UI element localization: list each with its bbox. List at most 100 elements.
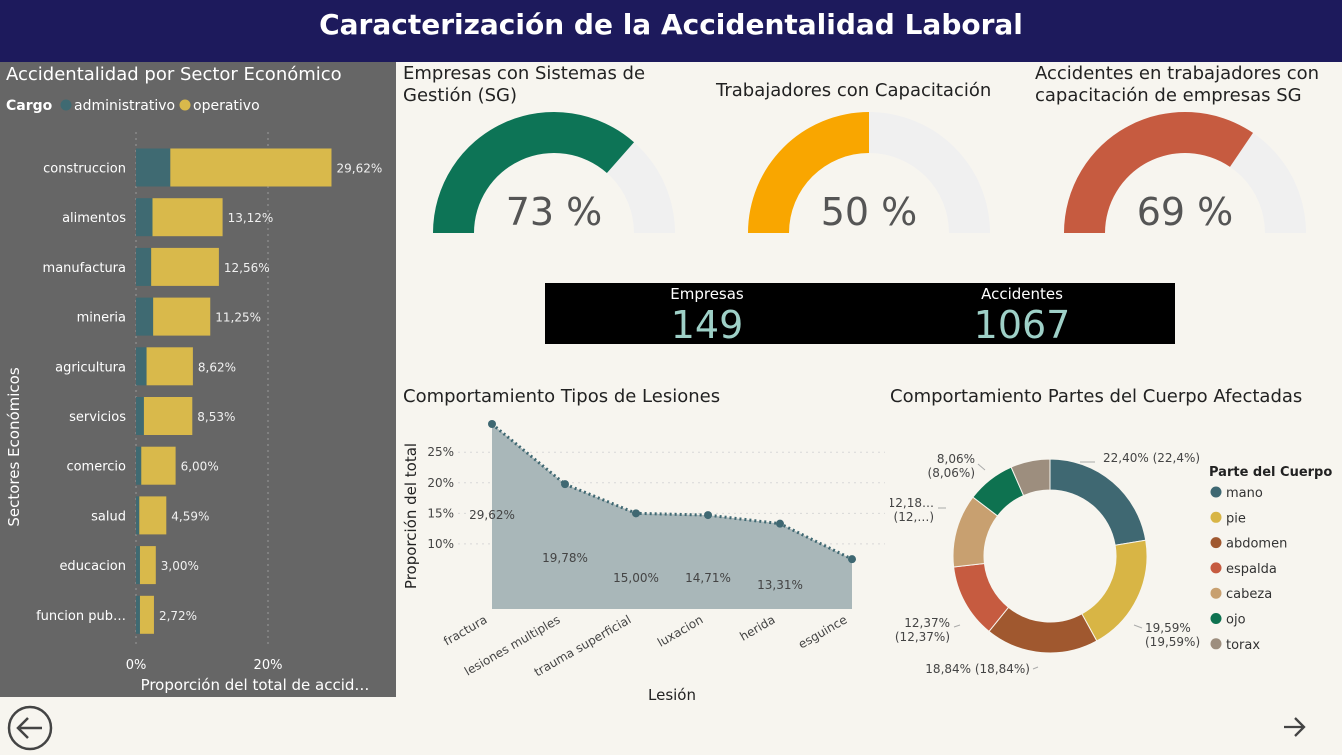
lesiones-point[interactable] (632, 509, 640, 518)
sector-bar-operativo[interactable] (153, 297, 211, 336)
sector-bar-operativo[interactable] (139, 496, 167, 535)
sector-category-label: servicios (69, 410, 126, 425)
sector-bar-administrativo[interactable] (136, 198, 153, 237)
sector-bar-operativo[interactable] (170, 148, 332, 187)
donut-leader-line (1032, 666, 1039, 670)
sector-bar-administrativo[interactable] (136, 148, 171, 187)
cuerpo-legend-title: Parte del Cuerpo (1209, 465, 1332, 480)
donut-leader-line (1133, 624, 1143, 629)
lesiones-y-axis-label: Proporción del total (402, 443, 420, 589)
sector-bar-value-label: 3,00% (161, 559, 199, 573)
sector-bar-administrativo[interactable] (136, 496, 140, 535)
lesiones-data-label: 29,62% (469, 508, 515, 522)
sector-bars[interactable]: construccion 29,62% alimentos 13,12% manufac… (36, 148, 382, 634)
sector-legend-title: Cargo (6, 98, 53, 114)
back-arrow-icon[interactable] (6, 704, 54, 752)
sector-bar-value-label: 29,62% (336, 162, 382, 176)
sector-bar-administrativo[interactable] (136, 595, 140, 634)
cuerpo-donut-chart: Parte del Cuerpo 22,40% (22,4%) 19,59%(19… (890, 451, 1332, 676)
header-bar: Caracterización de la Accidentalidad Lab… (0, 0, 1342, 62)
sector-bar-operativo[interactable] (152, 198, 223, 237)
donut-data-label: 18,84% (18,84%) (925, 662, 1030, 676)
donut-data-label: 12,18… (890, 496, 934, 510)
gauge-title-capacitacion: Trabajadores con Capacitación (716, 80, 992, 101)
gauge-fill (433, 112, 635, 233)
lesiones-point[interactable] (488, 420, 496, 428)
sector-bar-operativo[interactable] (141, 446, 176, 485)
lesiones-area-chart: Proporción del total Lesión 25% 20% 15% 10%… (402, 420, 885, 704)
gauge-fill (748, 112, 869, 233)
donut-legend-swatch[interactable] (1210, 562, 1222, 574)
sector-bar-administrativo[interactable] (136, 446, 142, 485)
sector-category-label: construccion (43, 162, 126, 177)
sector-bar-operativo[interactable] (151, 247, 219, 286)
sector-bar-administrativo[interactable] (136, 297, 154, 336)
donut-legend-swatch[interactable] (1210, 638, 1222, 650)
lesiones-point[interactable] (776, 519, 784, 528)
sector-bar-operativo[interactable] (139, 595, 154, 634)
gauge-value-label: 69 % (1137, 190, 1234, 234)
lesiones-area (492, 424, 852, 609)
donut-legend-label: espalda (1226, 562, 1277, 577)
sector-legend[interactable]: Cargo administrativo operativo (6, 98, 260, 114)
donut-slice-abdomen[interactable] (988, 606, 1098, 654)
sector-bar-administrativo[interactable] (136, 397, 144, 435)
sector-category-label: salud (91, 509, 126, 524)
donut-legend-swatch[interactable] (1210, 486, 1222, 498)
sector-category-label: alimentos (62, 211, 126, 226)
sector-legend-label-1: operativo (193, 98, 260, 114)
lesiones-y-tick-label: 25% (427, 445, 454, 459)
sector-bar-value-label: 4,59% (171, 509, 209, 523)
lesiones-y-tick-label: 10% (427, 537, 454, 551)
kpi-accidentes-value: 1067 (973, 303, 1071, 347)
sector-bar-administrativo[interactable] (136, 546, 140, 585)
sector-category-label: agricultura (55, 360, 126, 375)
donut-data-label: 8,06% (937, 452, 975, 466)
forward-arrow-icon[interactable] (1281, 713, 1309, 741)
sector-category-label: mineria (77, 311, 126, 326)
donut-slice-mano[interactable] (1049, 458, 1147, 546)
sector-bar-value-label: 8,53% (197, 410, 235, 424)
kpi-empresas-value: 149 (670, 303, 744, 347)
donut-data-label: (12,37%) (895, 630, 950, 644)
gauge-title-accidentes-sg: Accidentes en trabajadores con capacitac… (1035, 63, 1320, 106)
lesiones-category-label: luxacion (655, 612, 706, 649)
sector-legend-swatch-1[interactable] (179, 99, 191, 111)
donut-legend-label: ojo (1226, 613, 1246, 628)
sector-legend-label-0: administrativo (74, 98, 175, 114)
donut-legend-swatch[interactable] (1210, 511, 1222, 523)
lesiones-y-tick-label: 15% (427, 506, 454, 520)
lesiones-category-label: esguince (796, 612, 850, 651)
sector-bar-value-label: 12,56% (224, 261, 270, 275)
donut-legend-swatch[interactable] (1210, 613, 1222, 624)
sector-legend-swatch-0[interactable] (60, 99, 72, 111)
sector-bar-operativo[interactable] (143, 397, 193, 435)
sector-category-label: comercio (66, 460, 126, 475)
donut-legend-label: torax (1226, 638, 1260, 653)
sector-bar-value-label: 13,12% (228, 211, 274, 225)
lesiones-data-label: 14,71% (685, 571, 731, 585)
gauge-value-label: 50 % (821, 190, 918, 234)
lesiones-point[interactable] (561, 480, 569, 489)
donut-legend-label: pie (1226, 511, 1246, 526)
lesiones-x-axis-label: Lesión (648, 686, 696, 704)
page-title: Caracterización de la Accidentalidad Lab… (319, 8, 1023, 41)
donut-leader-line (977, 463, 986, 471)
donut-legend-swatch[interactable] (1210, 587, 1222, 599)
donut-slice-torax[interactable] (1010, 458, 1051, 497)
donut-data-label: (19,59%) (1145, 635, 1200, 649)
sector-bar-value-label: 11,25% (215, 311, 261, 325)
lesiones-data-label: 13,31% (757, 578, 803, 592)
donut-legend-label: abdomen (1226, 537, 1287, 552)
kpi-empresas-label: Empresas (670, 285, 744, 303)
lesiones-point[interactable] (848, 555, 856, 564)
gauge-fill (1064, 112, 1254, 233)
sector-x-tick-label: 20% (254, 658, 283, 673)
sector-bar-operativo[interactable] (139, 546, 156, 585)
sector-bar-value-label: 6,00% (181, 460, 219, 474)
sector-bar-administrativo[interactable] (136, 347, 147, 386)
sector-bar-administrativo[interactable] (136, 247, 152, 286)
lesiones-point[interactable] (704, 511, 712, 520)
sector-bar-operativo[interactable] (146, 347, 193, 386)
donut-legend-swatch[interactable] (1210, 537, 1222, 549)
